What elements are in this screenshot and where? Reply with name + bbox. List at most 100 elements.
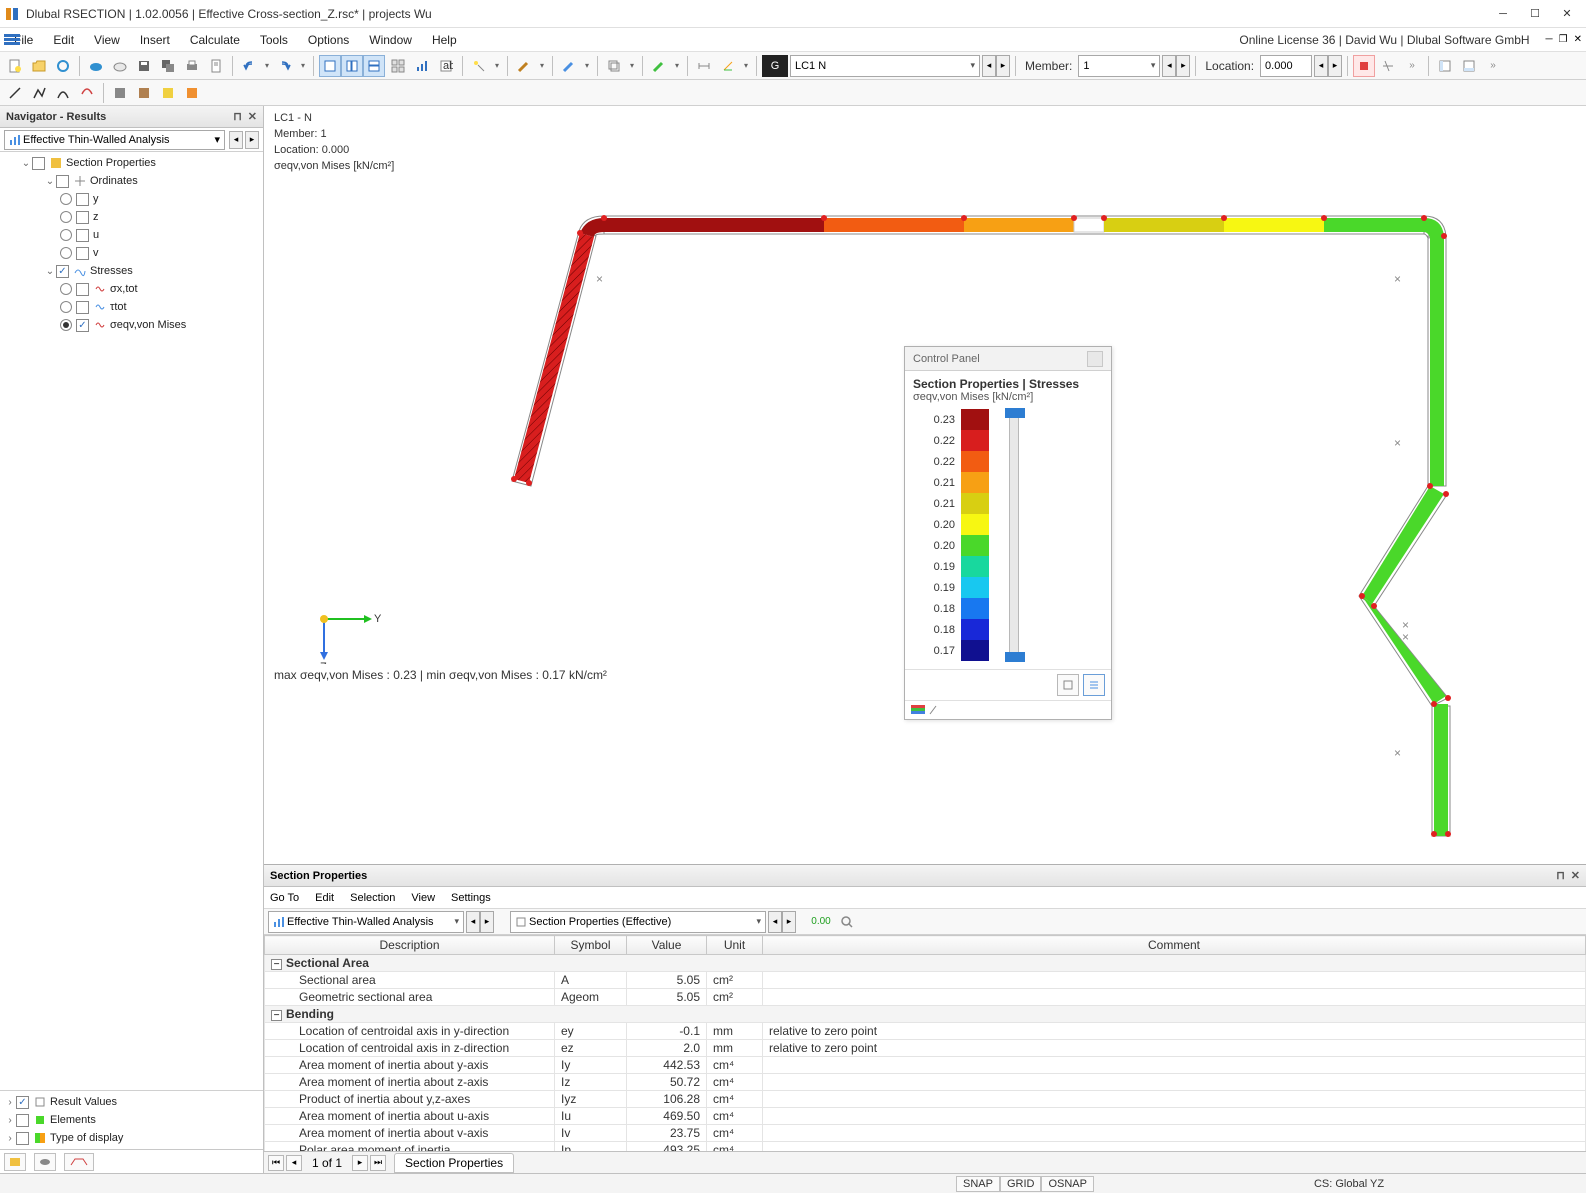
brush-1-dropdown[interactable]: ▾	[537, 61, 547, 70]
more-2-button[interactable]: »	[1482, 55, 1504, 77]
more-button[interactable]: »	[1401, 55, 1423, 77]
viewport[interactable]: LC1 - N Member: 1 Location: 0.000 σeqv,v…	[264, 106, 1586, 864]
nav-tab-2[interactable]	[34, 1153, 56, 1171]
tree-ord-y[interactable]: y	[0, 190, 263, 208]
sp-combo-2[interactable]: Section Properties (Effective)▾	[510, 911, 766, 933]
menu-view[interactable]: View	[84, 31, 130, 49]
sp-tab-prev[interactable]: ◂	[286, 1155, 302, 1171]
arc-tool[interactable]	[52, 82, 74, 104]
mdi-close-icon[interactable]: ✕	[1574, 34, 1582, 45]
view-mode-3-toggle[interactable]	[363, 55, 385, 77]
tree-result-values[interactable]: ›Result Values	[0, 1093, 263, 1111]
table-row[interactable]: Location of centroidal axis in y-directi…	[265, 1023, 1586, 1040]
navigator-analysis-combo[interactable]: Effective Thin-Walled Analysis ▾	[4, 130, 225, 150]
layer-button[interactable]	[603, 55, 625, 77]
report-button[interactable]	[205, 55, 227, 77]
tree-ord-u[interactable]: u	[0, 226, 263, 244]
sp-close-icon[interactable]: ✕	[1571, 869, 1580, 882]
sp-menu-goto[interactable]: Go To	[270, 892, 299, 904]
loc-next-button[interactable]: ▸	[1328, 55, 1342, 77]
sp-decimals-button[interactable]: 0.00	[808, 911, 834, 933]
close-button[interactable]: ✕	[1560, 7, 1574, 21]
sp-tab-next[interactable]: ▸	[352, 1155, 368, 1171]
status-osnap[interactable]: OSNAP	[1041, 1176, 1094, 1192]
loadcase-combo[interactable]: LC1 N▾	[790, 55, 980, 77]
member-combo[interactable]: 1▾	[1078, 55, 1160, 77]
sp-menu-edit[interactable]: Edit	[315, 892, 334, 904]
location-input[interactable]: 0.000	[1260, 55, 1312, 77]
menu-insert[interactable]: Insert	[130, 31, 180, 49]
view-mode-2-toggle[interactable]	[341, 55, 363, 77]
layer-dropdown[interactable]: ▾	[627, 61, 637, 70]
cp-edit-icon[interactable]	[929, 705, 937, 715]
maximize-button[interactable]: ☐	[1528, 7, 1542, 21]
sp-col-unit[interactable]: Unit	[707, 936, 763, 955]
table-row[interactable]: Area moment of inertia about v-axisIv23.…	[265, 1125, 1586, 1142]
sp-combo-1[interactable]: Effective Thin-Walled Analysis▾	[268, 911, 464, 933]
menu-window[interactable]: Window	[359, 31, 422, 49]
sp-col-comment[interactable]: Comment	[763, 936, 1586, 955]
filter-1-button[interactable]	[468, 55, 490, 77]
menu-tools[interactable]: Tools	[250, 31, 298, 49]
cp-list-button[interactable]	[1083, 674, 1105, 696]
print-button[interactable]	[181, 55, 203, 77]
member-prev-button[interactable]: ◂	[1162, 55, 1176, 77]
toggle-x-button[interactable]	[1377, 55, 1399, 77]
lc-prev-button[interactable]: ◂	[982, 55, 996, 77]
cloud-save-button[interactable]	[109, 55, 131, 77]
menu-calculate[interactable]: Calculate	[180, 31, 250, 49]
tree-display-type[interactable]: ›Type of display	[0, 1129, 263, 1147]
grid-view-button[interactable]	[387, 55, 409, 77]
sp-c2-next[interactable]: ▸	[782, 911, 796, 933]
sp-menu-selection[interactable]: Selection	[350, 892, 395, 904]
tree-stresses[interactable]: ⌄Stresses	[0, 262, 263, 280]
brush-3-button[interactable]	[648, 55, 670, 77]
legend-slider-bottom[interactable]	[1005, 652, 1025, 662]
line-tool[interactable]	[4, 82, 26, 104]
control-panel-header[interactable]: Control Panel	[905, 347, 1111, 371]
tree-stress-sxtot[interactable]: σx,tot	[0, 280, 263, 298]
member-next-button[interactable]: ▸	[1176, 55, 1190, 77]
minimize-button[interactable]: ─	[1496, 7, 1510, 21]
sp-find-button[interactable]	[836, 911, 858, 933]
tree-ord-v[interactable]: v	[0, 244, 263, 262]
legend-slider-top[interactable]	[1005, 408, 1025, 418]
control-panel[interactable]: Control Panel Section Properties | Stres…	[904, 346, 1112, 720]
tree-stress-vonmises[interactable]: σeqv,von Mises	[0, 316, 263, 334]
brush-2-button[interactable]	[558, 55, 580, 77]
results-button[interactable]	[1353, 55, 1375, 77]
brush-3-dropdown[interactable]: ▾	[672, 61, 682, 70]
save-button[interactable]	[133, 55, 155, 77]
hatch-2-tool[interactable]	[133, 82, 155, 104]
table-row[interactable]: Area moment of inertia about y-axisIy442…	[265, 1057, 1586, 1074]
sp-tab-first[interactable]: ⏮	[268, 1155, 284, 1171]
tree-stress-ttot[interactable]: τtot	[0, 298, 263, 316]
lc-next-button[interactable]: ▸	[996, 55, 1010, 77]
open-button[interactable]	[28, 55, 50, 77]
table-row[interactable]: Product of inertia about y,z-axesIyz106.…	[265, 1091, 1586, 1108]
nav-combo-prev[interactable]: ◂	[229, 131, 243, 149]
menu-options[interactable]: Options	[298, 31, 359, 49]
table-row[interactable]: Area moment of inertia about z-axisIz50.…	[265, 1074, 1586, 1091]
table-row[interactable]: Geometric sectional areaAgeom5.05cm²	[265, 989, 1586, 1006]
undo-dropdown[interactable]: ▾	[262, 61, 272, 70]
table-group-row[interactable]: −Bending	[265, 1006, 1586, 1023]
table-group-row[interactable]: −Sectional Area	[265, 955, 1586, 972]
table-row[interactable]: Sectional areaA5.05cm²	[265, 972, 1586, 989]
nav-tab-3[interactable]	[64, 1153, 94, 1171]
sp-c1-next[interactable]: ▸	[480, 911, 494, 933]
saveas-button[interactable]	[157, 55, 179, 77]
tree-elements[interactable]: ›Elements	[0, 1111, 263, 1129]
panel-2-button[interactable]	[1458, 55, 1480, 77]
sp-table-wrap[interactable]: Description Symbol Value Unit Comment −S…	[264, 935, 1586, 1151]
sp-menu-settings[interactable]: Settings	[451, 892, 491, 904]
status-snap[interactable]: SNAP	[956, 1176, 1000, 1192]
undo-button[interactable]	[238, 55, 260, 77]
mdi-restore-icon[interactable]: ❐	[1559, 34, 1568, 45]
new-button[interactable]	[4, 55, 26, 77]
chart-view-button[interactable]	[411, 55, 433, 77]
hatch-3-tool[interactable]	[157, 82, 179, 104]
redo-button[interactable]	[274, 55, 296, 77]
polyline-tool[interactable]	[28, 82, 50, 104]
table-row[interactable]: Location of centroidal axis in z-directi…	[265, 1040, 1586, 1057]
